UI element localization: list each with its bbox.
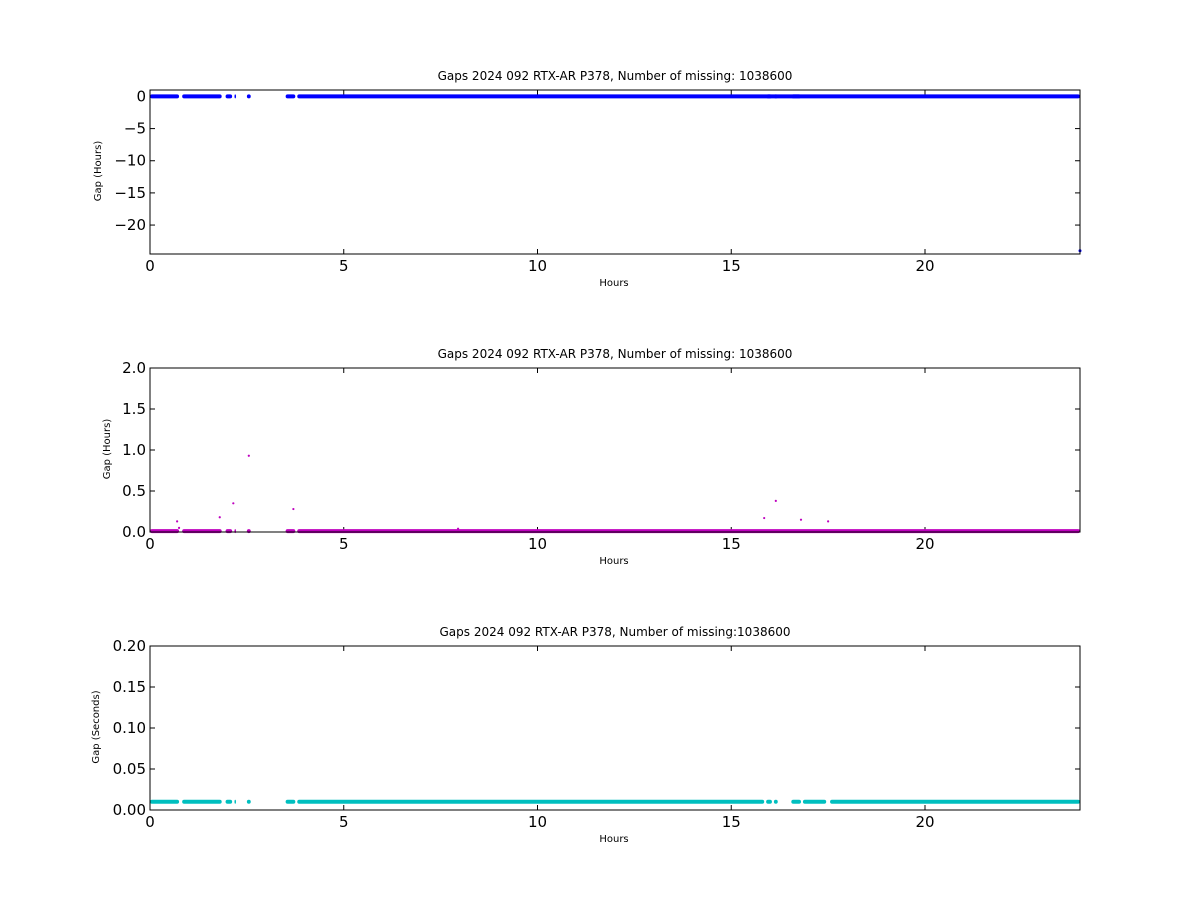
y-tick-label: 0.5 bbox=[122, 482, 146, 500]
y-tick-label: −20 bbox=[114, 216, 146, 234]
data-run bbox=[225, 94, 233, 99]
data-point bbox=[218, 516, 221, 519]
y-tick-label: 1.5 bbox=[122, 400, 146, 418]
data-run bbox=[285, 94, 296, 99]
tick-group: 0 5 10 15 20 0 −5 −10 −15 −20 bbox=[114, 87, 1080, 275]
data-run bbox=[802, 799, 827, 804]
x-axis-label: Hours bbox=[599, 834, 628, 845]
x-axis-label: Hours bbox=[599, 278, 628, 289]
data-run bbox=[225, 529, 233, 534]
data-run bbox=[246, 94, 251, 99]
y-axis-label: Gap (Seconds) bbox=[91, 690, 102, 763]
tick-group: 0 5 10 15 20 0.00 0.05 0.10 0.15 0.20 bbox=[113, 637, 1080, 831]
data-run bbox=[791, 799, 801, 804]
data-point bbox=[763, 516, 766, 520]
data-run bbox=[246, 799, 251, 804]
y-axis-label: Gap (Hours) bbox=[102, 419, 113, 480]
data-point bbox=[232, 502, 235, 505]
plot-frame bbox=[149, 645, 1081, 811]
y-tick-label: 0.0 bbox=[122, 523, 146, 541]
data-run bbox=[766, 94, 772, 99]
x-tick-label: 0 bbox=[145, 257, 155, 275]
y-tick-label: 0.05 bbox=[113, 760, 146, 778]
data-run bbox=[766, 799, 772, 804]
data-point bbox=[456, 527, 460, 530]
data-point bbox=[292, 507, 295, 511]
data-run bbox=[234, 799, 237, 804]
y-tick-label: 0.20 bbox=[113, 637, 146, 655]
data-run bbox=[791, 94, 801, 99]
y-tick-label: 0 bbox=[136, 87, 146, 105]
panel-seconds-gap-bottom: Gaps 2024 092 RTX-AR P378, Number of mis… bbox=[91, 625, 1081, 845]
data-run bbox=[246, 529, 251, 534]
data-run bbox=[182, 799, 222, 804]
data-run bbox=[297, 94, 1080, 99]
data-run bbox=[150, 94, 180, 99]
x-tick-label: 20 bbox=[915, 535, 934, 553]
data-run bbox=[234, 529, 237, 534]
data-run bbox=[285, 799, 296, 804]
data-point bbox=[827, 520, 830, 523]
chart-title: Gaps 2024 092 RTX-AR P378, Number of mis… bbox=[438, 69, 793, 83]
plot-frame bbox=[149, 89, 1081, 255]
x-tick-label: 20 bbox=[915, 813, 934, 831]
data-marks bbox=[150, 94, 1082, 253]
x-tick-label: 0 bbox=[145, 813, 155, 831]
y-tick-label: −10 bbox=[114, 152, 146, 170]
y-tick-label: 2.0 bbox=[122, 359, 146, 377]
y-tick-label: −5 bbox=[124, 120, 146, 138]
panel-hours-gap-top: Gaps 2024 092 RTX-AR P378, Number of mis… bbox=[93, 69, 1082, 289]
x-tick-label: 5 bbox=[339, 257, 349, 275]
x-tick-label: 10 bbox=[528, 257, 547, 275]
data-run bbox=[182, 94, 222, 99]
data-run bbox=[297, 799, 765, 804]
data-run bbox=[297, 529, 1080, 534]
data-point bbox=[799, 518, 803, 521]
x-tick-label: 15 bbox=[722, 535, 741, 553]
data-run bbox=[773, 94, 778, 99]
data-run bbox=[234, 94, 237, 99]
data-point bbox=[774, 499, 777, 502]
x-axis-label: Hours bbox=[599, 556, 628, 567]
x-tick-label: 10 bbox=[528, 813, 547, 831]
data-marks bbox=[150, 799, 1080, 804]
data-run bbox=[830, 799, 1080, 804]
plot-frame bbox=[149, 367, 1081, 533]
y-tick-label: 1.0 bbox=[122, 441, 146, 459]
y-tick-label: −15 bbox=[114, 184, 146, 202]
x-tick-label: 5 bbox=[339, 813, 349, 831]
x-tick-label: 5 bbox=[339, 535, 349, 553]
data-run bbox=[150, 799, 180, 804]
data-point bbox=[177, 526, 181, 530]
data-run bbox=[225, 799, 233, 804]
data-run bbox=[182, 529, 222, 534]
x-tick-label: 20 bbox=[915, 257, 934, 275]
data-point bbox=[176, 520, 179, 523]
y-tick-label: 0.15 bbox=[113, 678, 146, 696]
data-run bbox=[285, 529, 296, 534]
panel-hours-gap-middle: Gaps 2024 092 RTX-AR P378, Number of mis… bbox=[102, 347, 1081, 567]
x-tick-label: 15 bbox=[722, 257, 741, 275]
x-tick-label: 15 bbox=[722, 813, 741, 831]
data-run bbox=[150, 529, 180, 534]
x-tick-label: 10 bbox=[528, 535, 547, 553]
chart-title: Gaps 2024 092 RTX-AR P378, Number of mis… bbox=[440, 625, 791, 639]
y-axis-label: Gap (Hours) bbox=[93, 141, 104, 202]
x-tick-label: 0 bbox=[145, 535, 155, 553]
data-point bbox=[247, 454, 250, 457]
data-run bbox=[773, 799, 778, 804]
tick-group: 0 5 10 15 20 0.0 0.5 1.0 1.5 2.0 bbox=[122, 359, 1080, 553]
chart-title: Gaps 2024 092 RTX-AR P378, Number of mis… bbox=[438, 347, 793, 361]
y-tick-label: 0.00 bbox=[113, 801, 146, 819]
y-tick-label: 0.10 bbox=[113, 719, 146, 737]
